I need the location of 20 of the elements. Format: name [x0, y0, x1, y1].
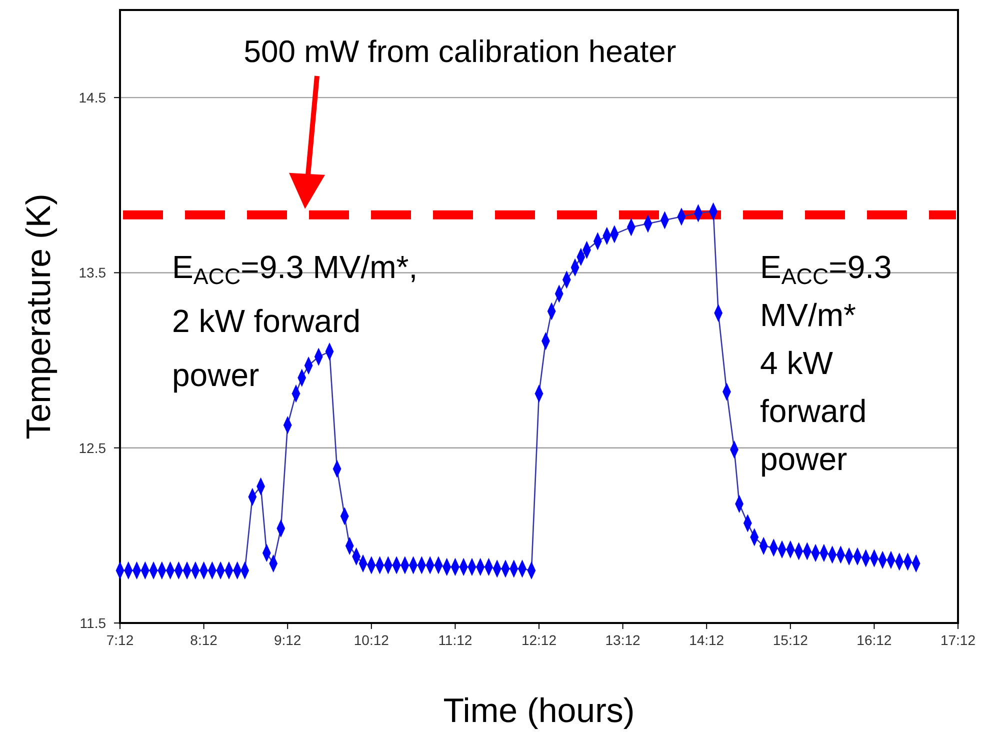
y-tick-label: 14.5 — [78, 90, 106, 106]
y-tick-label: 13.5 — [78, 264, 106, 281]
x-tick-label: 7:12 — [106, 632, 134, 648]
annotation: E$_{ACC}$=9.3 MV/m* 4 kW forward power — [760, 249, 892, 477]
annotation: 500 mW from calibration heater — [244, 34, 676, 69]
y-axis-title: Temperature (K) — [20, 194, 58, 440]
annotation: E$_{ACC}$=9.3 MV/m*, 2 kW forward power — [172, 249, 418, 393]
x-axis-title: Time (hours) — [443, 692, 635, 730]
x-tick-label: 12:12 — [521, 632, 557, 648]
x-tick-label: 13:12 — [605, 632, 641, 648]
x-tick-label: 14:12 — [689, 632, 724, 648]
x-tick-label: 10:12 — [354, 632, 390, 648]
x-tick-label: 8:12 — [190, 632, 218, 648]
x-tick-label: 17:12 — [940, 632, 976, 648]
x-tick-label: 15:12 — [772, 632, 808, 648]
x-tick-label: 9:12 — [274, 632, 302, 648]
x-tick-label: 11:12 — [438, 632, 472, 648]
y-tick-label: 11.5 — [80, 615, 106, 631]
y-tick-label: 12.5 — [78, 440, 106, 456]
x-tick-label: 16:12 — [856, 632, 892, 648]
